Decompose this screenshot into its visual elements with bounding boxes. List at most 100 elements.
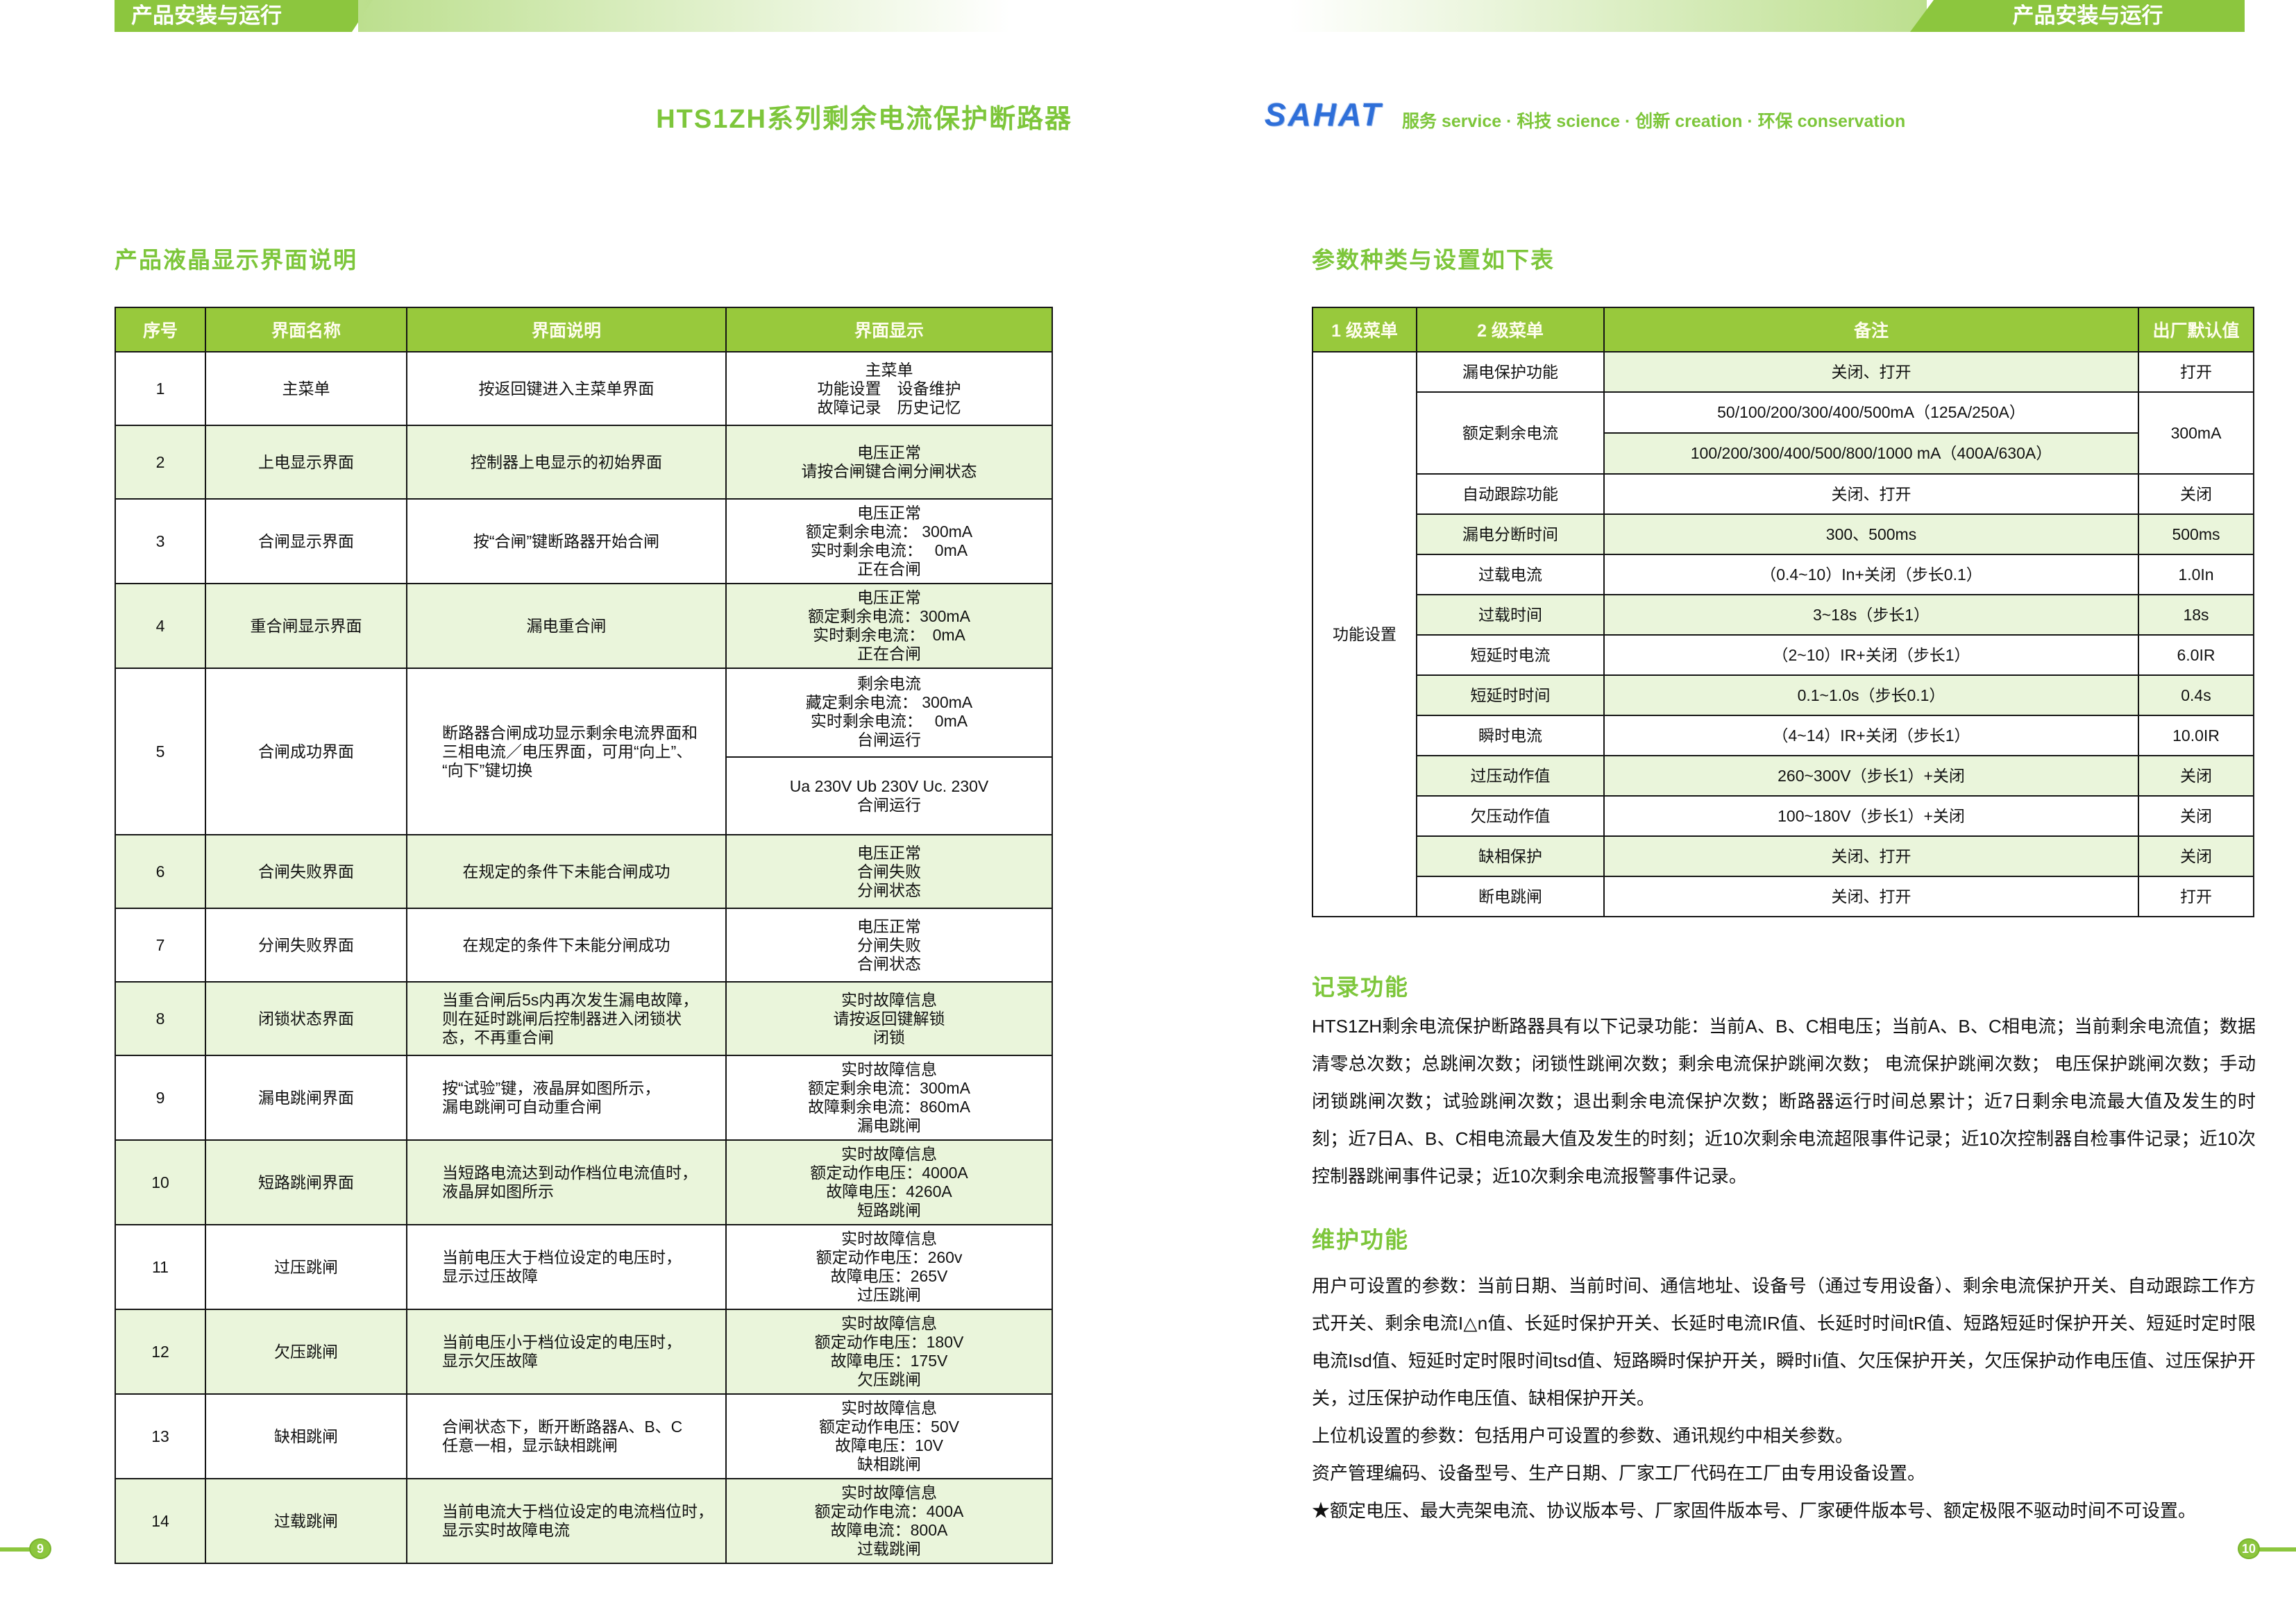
remark-sub-row: 100/200/300/400/500/800/1000 mA（400A/630… bbox=[1605, 432, 2138, 473]
row-num: 7 bbox=[115, 908, 206, 983]
param-remark: 关闭、打开 bbox=[1603, 473, 2139, 515]
maintenance-paragraph: 资产管理编码、设备型号、生产日期、厂家工厂代码在工厂由专用设备设置。 bbox=[1312, 1463, 1926, 1484]
row-desc: 当前电压小于档位设定的电压时， 显示欠压故障 bbox=[406, 1309, 727, 1395]
param-remark: 0.1~1.0s（步长0.1） bbox=[1603, 674, 2139, 716]
param-default: 300mA bbox=[2138, 391, 2254, 475]
row-num: 10 bbox=[115, 1139, 206, 1225]
param-default: 打开 bbox=[2138, 351, 2254, 393]
lcd-table-header: 序号 界面名称 界面说明 界面显示 bbox=[115, 307, 1053, 352]
left-page-number-badge: 9 bbox=[29, 1538, 51, 1559]
row-display: 剩余电流 藏定剩余电流： 300mA 实时剩余电流： 0mA 台闸运行 Ua 230V … bbox=[725, 668, 1053, 835]
table-row: 3 合闸显示界面 按“合闸”键断路器开始合闸 电压正常 额定剩余电流： 300mA 实时剩… bbox=[115, 498, 1053, 584]
table-row: 13 缺相跳闸 合闸状态下，断开断路器A、B、C 任意一相，显示缺相跳闸 实时故障信息额… bbox=[115, 1393, 1053, 1479]
param-default: 10.0IR bbox=[2138, 715, 2254, 756]
document-title: HTS1ZH系列剩余电流保护断路器 bbox=[656, 105, 1072, 134]
param-name: 短延时电流 bbox=[1416, 634, 1605, 676]
param-name: 漏电保护功能 bbox=[1416, 351, 1605, 393]
row-num: 1 bbox=[115, 351, 206, 426]
row-desc: 当重合闸后5s内再次发生漏电故障， 则在延时跳闸后控制器进入闭锁状 态，不再重合闸 bbox=[406, 981, 727, 1056]
maintenance-paragraph: 用户可设置的参数：当前日期、当前时间、通信地址、设备号（通过专用设备）、剩余电流… bbox=[1312, 1275, 2256, 1409]
param-name: 欠压动作值 bbox=[1416, 795, 1605, 837]
param-name: 过载时间 bbox=[1416, 594, 1605, 636]
param-default: 关闭 bbox=[2138, 835, 2254, 877]
param-name: 过载电流 bbox=[1416, 554, 1605, 595]
row-num: 2 bbox=[115, 425, 206, 500]
left-page-rule bbox=[0, 1547, 32, 1552]
row-desc: 按返回键进入主菜单界面 bbox=[406, 351, 727, 426]
param-remark: （2~10）IR+关闭（步长1） bbox=[1603, 634, 2139, 676]
row-name: 欠压跳闸 bbox=[205, 1309, 407, 1395]
table-row: 瞬时电流 （4~14）IR+关闭（步长1） 10.0IR bbox=[1312, 715, 2254, 756]
row-num: 11 bbox=[115, 1224, 206, 1310]
row-num: 6 bbox=[115, 834, 206, 909]
display-sub-top: 剩余电流 藏定剩余电流： 300mA 实时剩余电流： 0mA 台闸运行 bbox=[805, 674, 973, 749]
param-section-title: 参数种类与设置如下表 bbox=[1312, 247, 1555, 273]
table-row: 过压动作值 260~300V（步长1）+关闭 关闭 bbox=[1312, 755, 2254, 797]
param-remark: （4~14）IR+关闭（步长1） bbox=[1603, 715, 2139, 756]
param-default: 关闭 bbox=[2138, 795, 2254, 837]
table-row: 断电跳闸 关闭、打开 打开 bbox=[1312, 876, 2254, 917]
param-name: 漏电分断时间 bbox=[1416, 513, 1605, 555]
records-section-title: 记录功能 bbox=[1312, 974, 1409, 1000]
row-name: 过载跳闸 bbox=[205, 1478, 407, 1564]
table-row: 2 上电显示界面 控制器上电显示的初始界面 电压正常 请按合闸键合闸分闸状态 bbox=[115, 425, 1053, 500]
table-row: 4 重合闸显示界面 漏电重合闸 电压正常 额定剩余电流：300mA 实时剩余电流： 0mA… bbox=[115, 583, 1053, 669]
param-remark: 关闭、打开 bbox=[1603, 876, 2139, 917]
row-display: 实时故障信息 额定动作电压：180V 故障电压：175V 欠压跳闸 bbox=[725, 1309, 1053, 1395]
table-row: 过载时间 3~18s（步长1） 18s bbox=[1312, 594, 2254, 636]
param-remark: （0.4~10）In+关闭（步长0.1） bbox=[1603, 554, 2139, 595]
row-display: 实时故障信息 额定动作电流：400A 故障电流：800A 过载跳闸 bbox=[725, 1478, 1053, 1564]
row-name: 合闸失败界面 bbox=[205, 834, 407, 909]
table-row: 10 短路跳闸界面 当短路电流达到动作档位电流值时， 液晶屏如图所示 实时故障信息 额定动… bbox=[115, 1139, 1053, 1225]
col-header-desc: 界面说明 bbox=[406, 307, 727, 352]
table-row: 功能设置 漏电保护功能关闭、打开 打开 bbox=[1312, 351, 2254, 917]
level1-menu-cell: 功能设置 bbox=[1312, 351, 1417, 917]
lcd-section-title: 产品液晶显示界面说明 bbox=[115, 247, 357, 273]
param-table: 1 级菜单 2 级菜单 备注 出厂默认值 功能设置 漏电保护功能关闭、打开 打开 额定… bbox=[1312, 307, 2254, 917]
row-name: 短路跳闸界面 bbox=[205, 1139, 407, 1225]
row-name: 重合闸显示界面 bbox=[205, 583, 407, 669]
row-display: 电压正常 合闸失败 分闸状态 bbox=[725, 834, 1053, 909]
right-page-number-badge: 10 bbox=[2238, 1538, 2260, 1559]
param-default: 1.0In bbox=[2138, 554, 2254, 595]
row-display: 实时故障信息 额定剩余电流：300mA 故障剩余电流：860mA 漏电跳闸 bbox=[725, 1055, 1053, 1141]
param-default: 500ms bbox=[2138, 513, 2254, 555]
table-row: 欠压动作值 100~180V（步长1）+关闭 关闭 bbox=[1312, 795, 2254, 837]
param-remark: 关闭、打开 bbox=[1603, 835, 2139, 877]
row-display: 实时故障信息 额定动作电压：260v 故障电压：265V 过压跳闸 bbox=[725, 1224, 1053, 1310]
col-header-name: 界面名称 bbox=[205, 307, 407, 352]
row-name: 上电显示界面 bbox=[205, 425, 407, 500]
row-name: 漏电跳闸界面 bbox=[205, 1055, 407, 1141]
lcd-table: 序号 界面名称 界面说明 界面显示 1 主菜单 按返回键进入主菜单界面 主菜单 功能设置… bbox=[115, 307, 1053, 1564]
table-row: 缺相保护 关闭、打开 关闭 bbox=[1312, 835, 2254, 877]
row-desc: 断路器合闸成功显示剩余电流界面和 三相电流／电压界面，可用“向上”、 “向下”键切换 bbox=[406, 668, 727, 835]
param-default: 0.4s bbox=[2138, 674, 2254, 716]
param-name: 过压动作值 bbox=[1416, 755, 1605, 797]
row-display: 实时故障信息 请按返回键解锁 闭锁 bbox=[725, 981, 1053, 1056]
row-desc: 在规定的条件下未能分闸成功 bbox=[406, 908, 727, 983]
left-banner-label: 产品安装与运行 bbox=[131, 3, 282, 28]
row-name: 主菜单 bbox=[205, 351, 407, 426]
table-row: 11 过压跳闸 当前电压大于档位设定的电压时， 显示过压故障 实时故障信息 额定动作电压：… bbox=[115, 1224, 1053, 1310]
left-banner-gradient bbox=[358, 0, 1011, 32]
row-num: 9 bbox=[115, 1055, 206, 1141]
param-table-header: 1 级菜单 2 级菜单 备注 出厂默认值 bbox=[1312, 307, 2254, 352]
param-remark: 3~18s（步长1） bbox=[1603, 594, 2139, 636]
row-name: 合闸显示界面 bbox=[205, 498, 407, 584]
param-remark: 300、500ms bbox=[1603, 513, 2139, 555]
table-row: 短延时时间 0.1~1.0s（步长0.1） 0.4s bbox=[1312, 674, 2254, 716]
row-display: 实时故障信息 额定动作电压：50V 故障电压：10V 缺相跳闸 bbox=[725, 1393, 1053, 1479]
row-display: 电压正常 请按合闸键合闸分闸状态 bbox=[725, 425, 1053, 500]
table-row: 5 合闸成功界面 断路器合闸成功显示剩余电流界面和 三相电流／电压界面，可用“向上”、… bbox=[115, 668, 1053, 835]
table-row: 额定剩余电流 50/100/200/300/400/500mA（125A/250A… bbox=[1312, 391, 2254, 475]
right-banner-label: 产品安装与运行 bbox=[2012, 3, 2163, 28]
table-row: 8 闭锁状态界面 当重合闸后5s内再次发生漏电故障， 则在延时跳闸后控制器进入闭锁状态… bbox=[115, 981, 1053, 1056]
row-num: 13 bbox=[115, 1393, 206, 1479]
param-name: 断电跳闸 bbox=[1416, 876, 1605, 917]
param-name: 短延时时间 bbox=[1416, 674, 1605, 716]
row-display: 实时故障信息 额定动作电压：4000A 故障电压：4260A 短路跳闸 bbox=[725, 1139, 1053, 1225]
row-desc: 当前电流大于档位设定的电流档位时， 显示实时故障电流 bbox=[406, 1478, 727, 1564]
row-desc: 按“试验”键，液晶屏如图所示， 漏电跳闸可自动重合闸 bbox=[406, 1055, 727, 1141]
table-row: 9 漏电跳闸界面 按“试验”键，液晶屏如图所示， 漏电跳闸可自动重合闸 实时故障信息 额定… bbox=[115, 1055, 1053, 1141]
right-banner-gradient bbox=[1290, 0, 1927, 32]
